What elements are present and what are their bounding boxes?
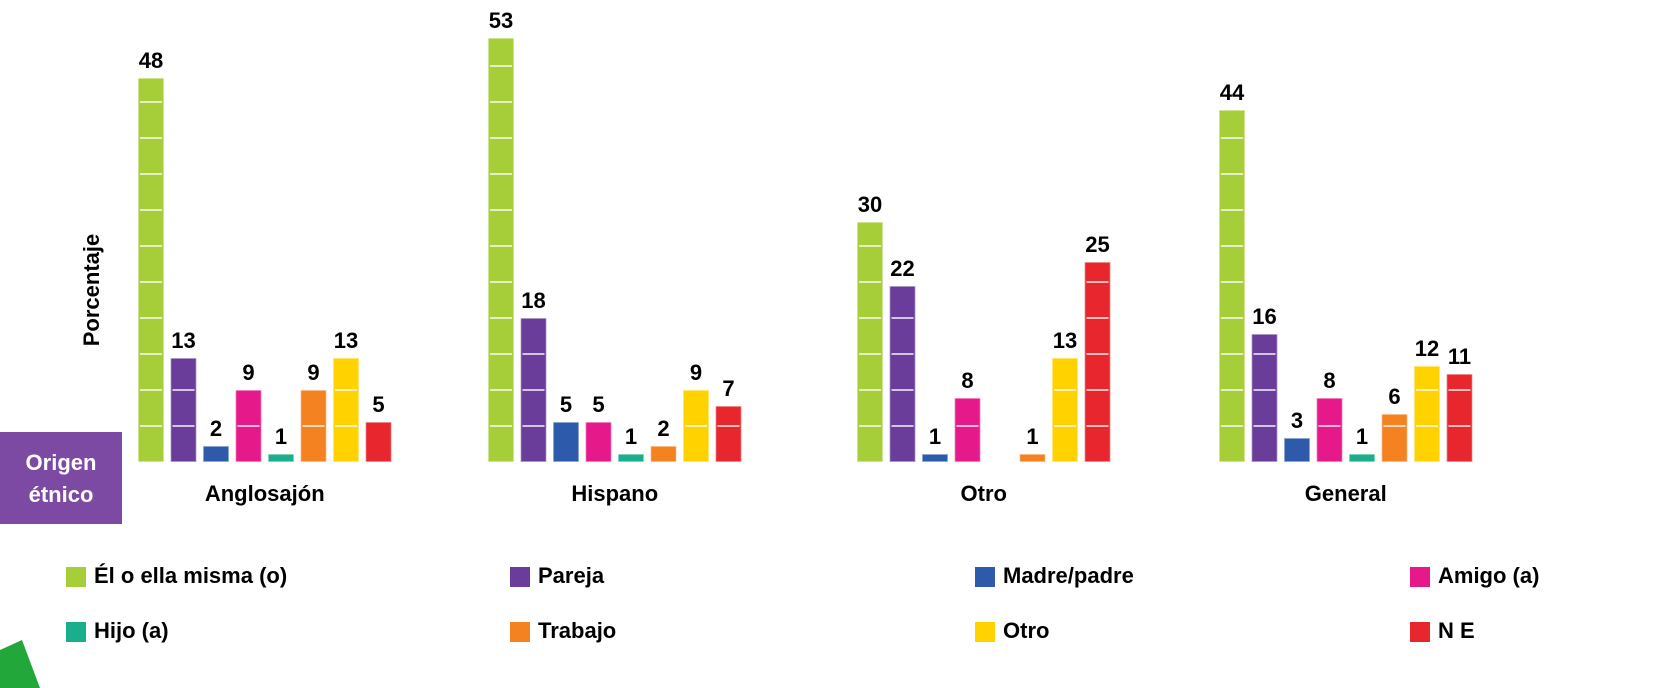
data-label: 5	[592, 392, 604, 417]
bar	[364, 421, 393, 463]
bar	[1250, 333, 1279, 463]
x-axis-label: Origen étnico	[26, 450, 97, 507]
bar	[1051, 357, 1079, 463]
data-label: 48	[139, 48, 163, 73]
data-label: 5	[560, 392, 572, 417]
legend-swatch	[1410, 622, 1430, 642]
data-label: 9	[307, 360, 319, 385]
data-label: 13	[334, 328, 358, 353]
legend-swatch	[66, 622, 86, 642]
bar	[267, 453, 295, 463]
bar	[888, 285, 917, 463]
data-label: 22	[890, 256, 914, 281]
data-label: 6	[1388, 384, 1400, 409]
x-label-box	[0, 432, 122, 524]
data-label: 25	[1085, 232, 1109, 257]
bar	[714, 405, 743, 463]
data-label: 8	[1323, 368, 1335, 393]
bar	[169, 357, 198, 463]
data-label: 2	[210, 416, 222, 441]
legend-swatch	[510, 622, 530, 642]
data-label: 18	[521, 288, 545, 313]
bar	[1083, 261, 1112, 463]
data-label: 2	[657, 416, 669, 441]
data-label: 12	[1415, 336, 1439, 361]
data-label: 11	[1448, 344, 1471, 369]
x-tick-label: Anglosajón	[205, 481, 325, 506]
data-label: 5	[372, 392, 384, 417]
data-label: 44	[1220, 80, 1245, 105]
data-label: 9	[242, 360, 254, 385]
legend-swatch	[975, 622, 995, 642]
data-label: 3	[1291, 408, 1303, 433]
legend-label: Hijo (a)	[94, 618, 169, 643]
bar	[487, 37, 515, 463]
legend-swatch	[510, 567, 530, 587]
bar	[617, 453, 645, 463]
data-label: 8	[961, 368, 973, 393]
bar	[1315, 397, 1344, 463]
legend-label: Otro	[1003, 618, 1049, 643]
data-label: 13	[1053, 328, 1077, 353]
data-label: 1	[275, 424, 287, 449]
bar	[1018, 453, 1047, 463]
bar	[649, 445, 678, 463]
legend-label: Él o ella misma (o)	[94, 563, 287, 588]
legend-label: Amigo (a)	[1438, 563, 1539, 588]
bar	[202, 445, 230, 463]
bar	[1413, 365, 1441, 463]
bar	[921, 453, 949, 463]
legend-swatch	[1410, 567, 1430, 587]
data-label: 1	[929, 424, 941, 449]
data-label: 13	[171, 328, 195, 353]
legend-swatch	[66, 567, 86, 587]
data-label: 7	[722, 376, 734, 401]
y-axis-label: Porcentaje	[79, 234, 104, 347]
bar	[856, 221, 884, 463]
data-label: 16	[1252, 304, 1276, 329]
legend-label: N E	[1438, 618, 1475, 643]
bar	[1283, 437, 1311, 463]
bar	[332, 357, 360, 463]
legend-label: Pareja	[538, 563, 605, 588]
bar	[1218, 109, 1246, 463]
bar	[1380, 413, 1409, 463]
data-label: 1	[1026, 424, 1038, 449]
bar	[953, 397, 982, 463]
bar	[552, 421, 580, 463]
decoration	[0, 640, 40, 688]
data-label: 9	[690, 360, 702, 385]
data-label: 1	[625, 424, 637, 449]
bar	[584, 421, 613, 463]
data-label: 53	[489, 8, 513, 33]
data-label: 1	[1356, 424, 1368, 449]
bar	[1445, 373, 1474, 463]
legend-label: Madre/padre	[1003, 563, 1134, 588]
x-tick-label: General	[1305, 481, 1387, 506]
bar	[137, 77, 165, 463]
legend-label: Trabajo	[538, 618, 616, 643]
legend-swatch	[975, 567, 995, 587]
data-label: 30	[858, 192, 882, 217]
bar	[1348, 453, 1376, 463]
x-tick-label: Hispano	[571, 481, 658, 506]
x-tick-label: Otro	[961, 481, 1007, 506]
